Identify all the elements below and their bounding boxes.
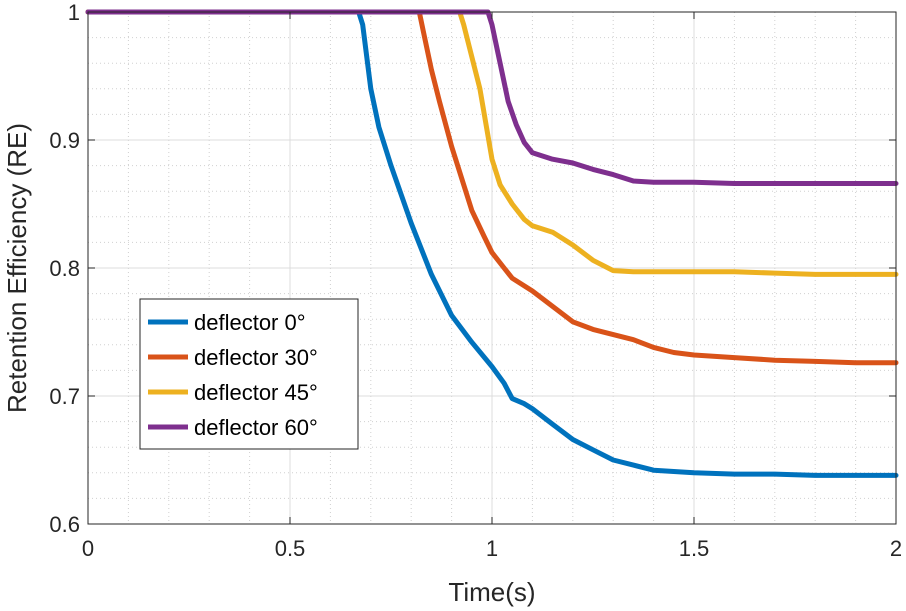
tick-marks xyxy=(87,11,897,525)
x-tick-label: 0.5 xyxy=(275,536,306,561)
x-tick-label: 1 xyxy=(486,536,498,561)
legend-label-3: deflector 60° xyxy=(194,415,318,440)
series-line-2 xyxy=(85,9,899,277)
x-tick-label: 1.5 xyxy=(679,536,710,561)
legend: deflector 0° deflector 30° deflector 45°… xyxy=(139,298,359,450)
y-axis-label: Retention Efficiency (RE) xyxy=(2,123,32,413)
y-tick-label: 1 xyxy=(68,0,80,25)
x-tick-labels: 0 0.5 1 1.5 2 xyxy=(82,536,902,561)
y-tick-label: 0.7 xyxy=(49,384,80,409)
y-tick-label: 0.8 xyxy=(49,256,80,281)
series-group xyxy=(85,9,899,478)
x-tick-label: 0 xyxy=(82,536,94,561)
series-line-1 xyxy=(85,9,899,366)
x-tick-label: 2 xyxy=(890,536,902,561)
y-tick-label: 0.6 xyxy=(49,512,80,537)
y-tick-labels: 0.6 0.7 0.8 0.9 1 xyxy=(49,0,80,537)
legend-label-0: deflector 0° xyxy=(194,310,306,335)
x-axis-label: Time(s) xyxy=(448,577,535,607)
legend-label-2: deflector 45° xyxy=(194,380,318,405)
series-line-3 xyxy=(85,9,899,186)
legend-label-1: deflector 30° xyxy=(194,345,318,370)
series-line-0 xyxy=(85,9,899,478)
y-tick-label: 0.9 xyxy=(49,128,80,153)
